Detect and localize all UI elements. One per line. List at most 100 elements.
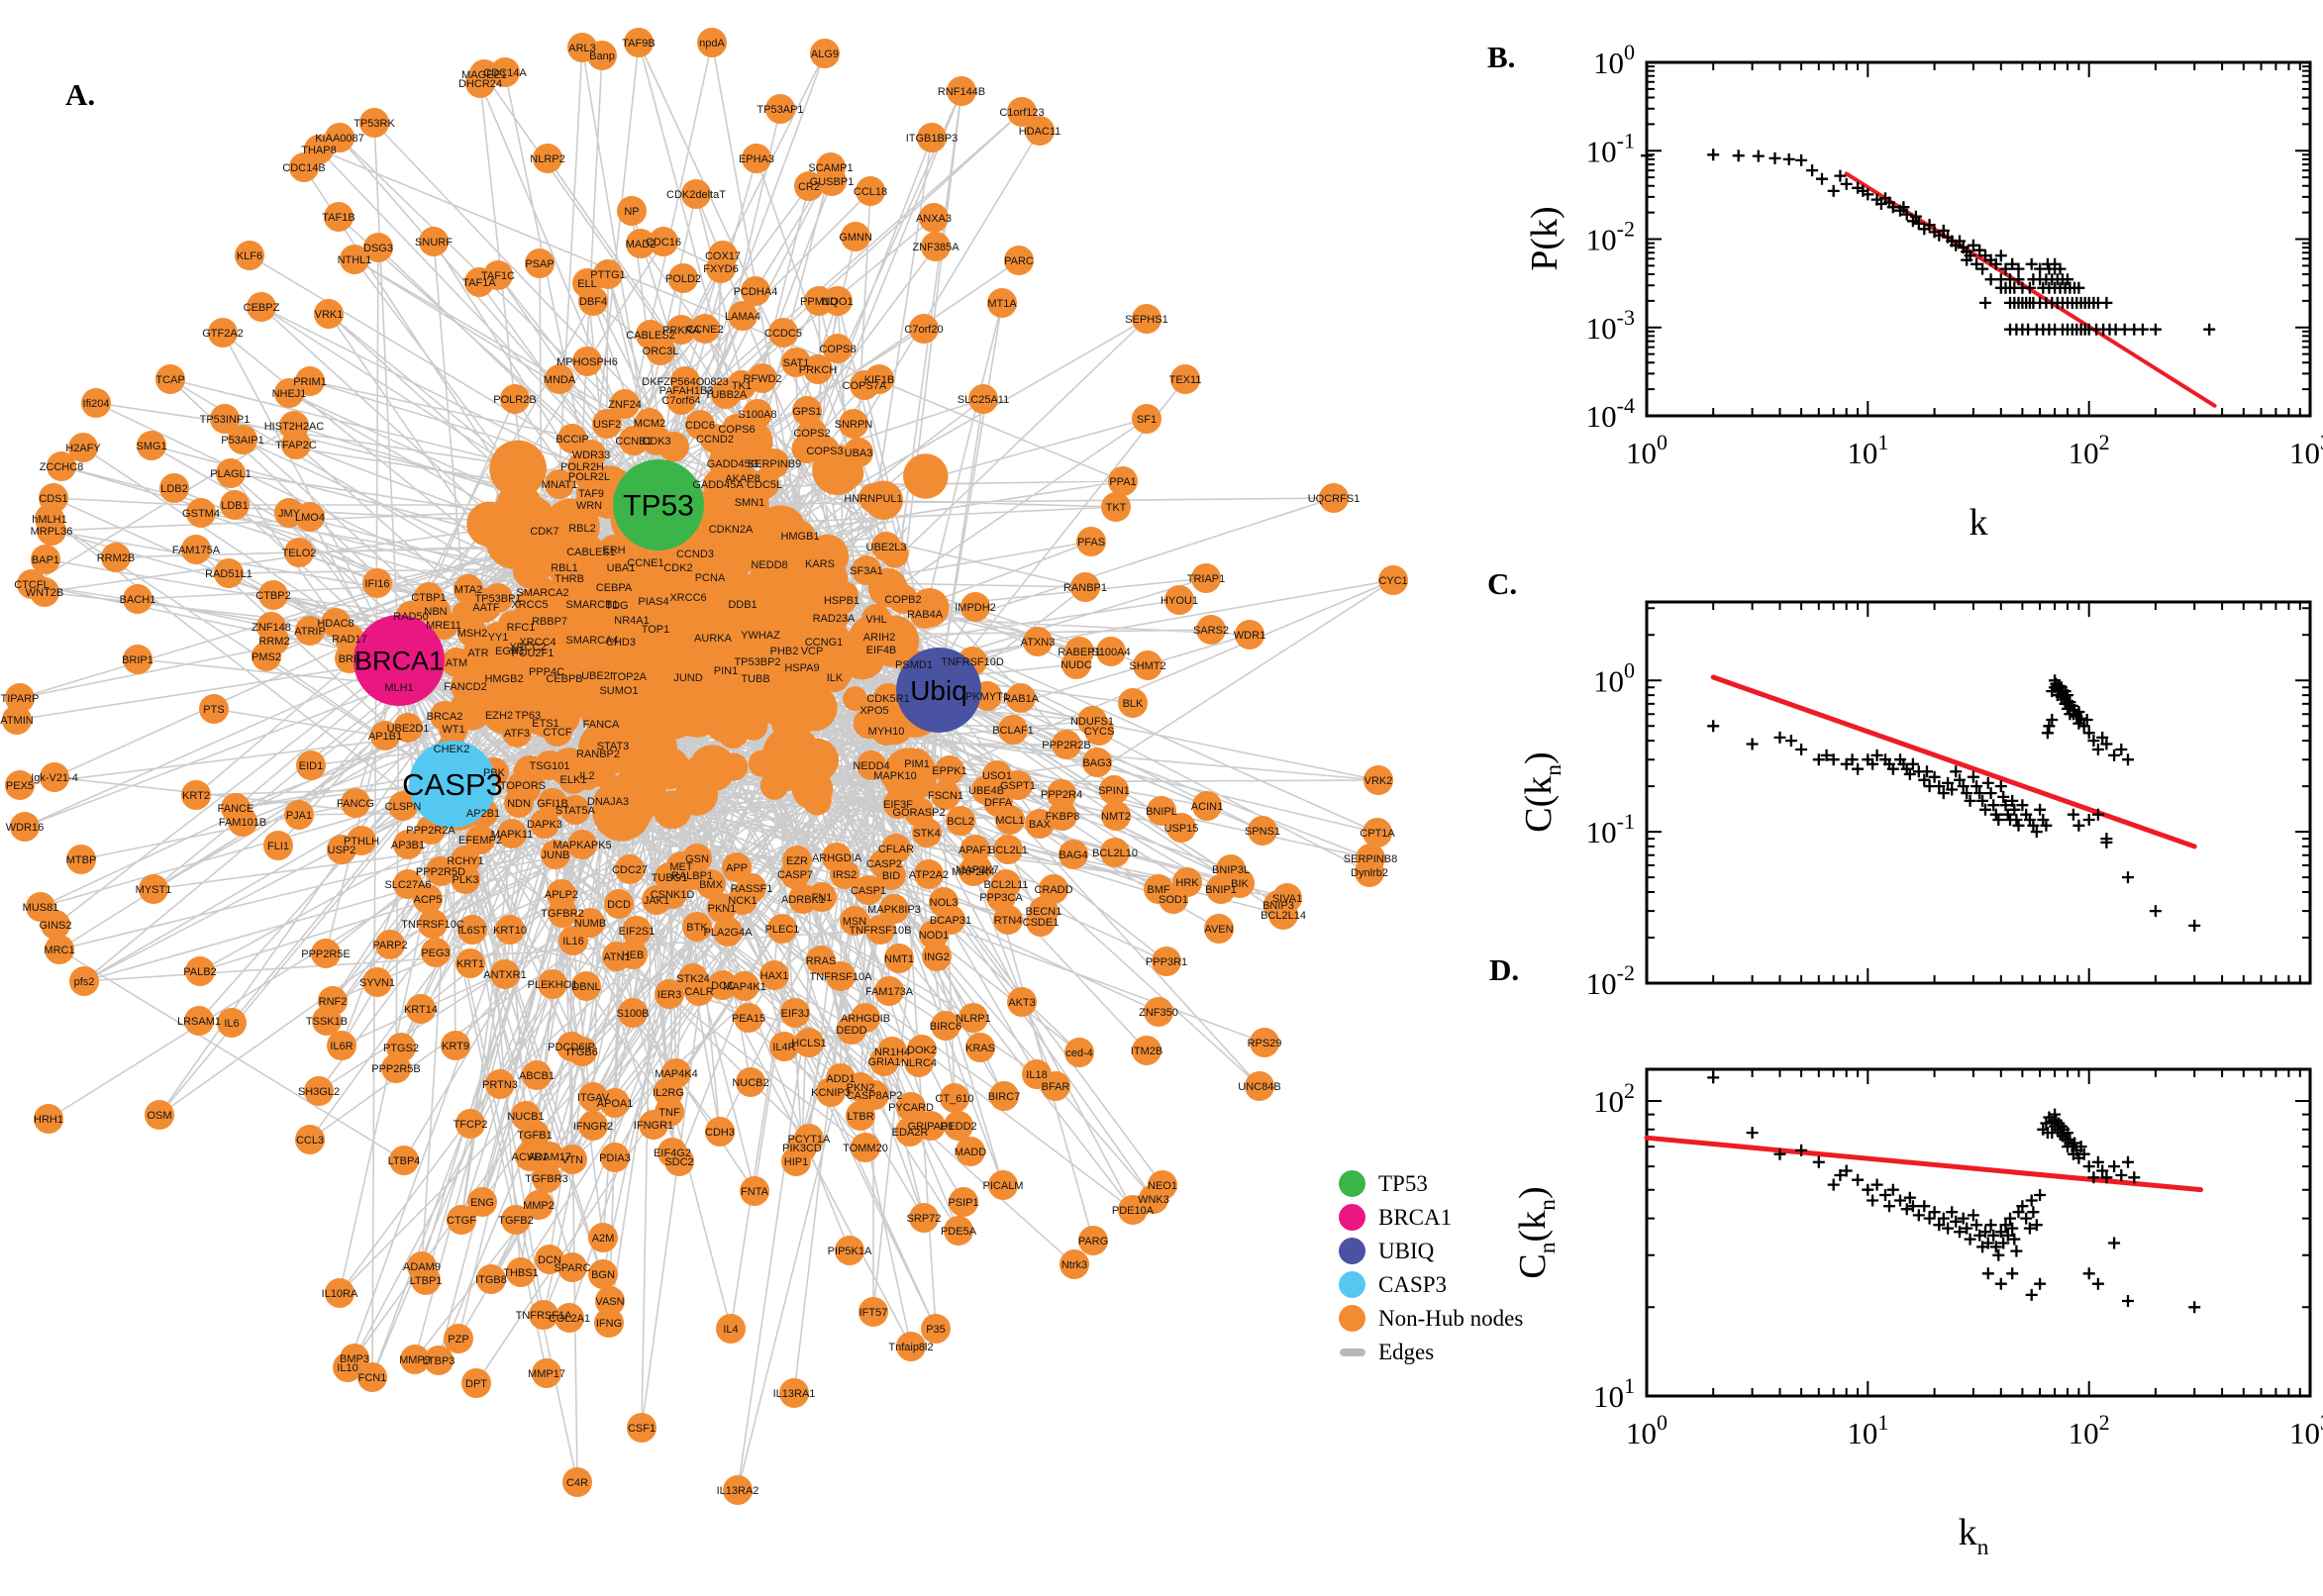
network-node	[441, 1031, 470, 1060]
network-node	[1025, 116, 1055, 146]
network-node-label: WNT2B	[26, 587, 64, 599]
network-node	[529, 1300, 558, 1330]
network-node-label: PLEKHO1	[528, 979, 578, 991]
network-node	[235, 241, 264, 270]
network-node	[535, 1245, 564, 1274]
network-node-label: CHEK2	[434, 744, 470, 755]
network-node	[736, 1067, 765, 1097]
network-node-label: ARHGDIB	[841, 1013, 890, 1025]
network-node	[501, 1205, 531, 1235]
network-node	[642, 885, 671, 915]
network-node-label: DKFZP564O0823	[642, 376, 728, 388]
network-node-label: PBK	[483, 767, 506, 779]
network-node	[530, 809, 559, 839]
network-node	[741, 276, 770, 306]
network-node	[451, 671, 480, 701]
network-node	[988, 1170, 1018, 1200]
network-node	[1108, 466, 1138, 496]
network-node-label: MPHOSPH6	[556, 356, 618, 368]
network-node-label: ATXN3	[1021, 637, 1056, 648]
network-node-label: CABLES1	[566, 547, 616, 558]
network-node-label: PEG3	[421, 948, 450, 959]
fit-line	[1644, 1135, 2203, 1193]
network-node-label: RAD51L1	[205, 568, 252, 580]
network-node	[31, 545, 60, 574]
network-node	[1235, 620, 1264, 649]
network-node-label: PSIP1	[948, 1197, 978, 1209]
network-node-label: GORASP2	[892, 807, 945, 819]
network-node	[960, 835, 990, 864]
network-node	[525, 249, 555, 278]
network-node	[850, 370, 879, 400]
network-node-label: JMY	[278, 508, 301, 520]
network-node	[5, 770, 35, 800]
network-node-label: PCYT1A	[788, 1134, 831, 1146]
network-node-label: UBE4B	[968, 785, 1004, 797]
network-node	[819, 603, 849, 633]
network-node-label: NR4A1	[614, 615, 649, 627]
network-node-label: CDC6	[685, 420, 715, 432]
network-node	[381, 1053, 411, 1083]
network-node	[681, 179, 711, 209]
network-node-label: TNFRSF10C	[401, 919, 464, 931]
network-node	[1096, 637, 1126, 666]
network-node-label: TP53BP2	[734, 656, 780, 668]
network-node	[1164, 585, 1194, 615]
axis-ticks	[1646, 61, 2311, 417]
network-node-label: C1orf123	[999, 107, 1044, 119]
network-node	[500, 384, 530, 414]
network-node	[393, 713, 423, 743]
network-node-label: CDK2deltaT	[666, 189, 726, 201]
network-node-label: SMARCA2	[516, 587, 568, 599]
network-node	[698, 623, 728, 652]
network-node	[413, 884, 443, 914]
network-node	[874, 976, 904, 1006]
network-node	[442, 648, 471, 677]
network-node-label: IL10	[337, 1362, 357, 1374]
network-node	[123, 584, 152, 614]
network-node-label: IL10RA	[322, 1288, 358, 1300]
network-node-label: TFAP2C	[275, 440, 317, 451]
legend-item-ubiq: UBIQ	[1339, 1238, 1523, 1264]
network-node	[810, 39, 840, 68]
network-node-label: KRT1	[456, 958, 484, 970]
network-node	[467, 1187, 497, 1217]
network-node-label: EFEMP2	[458, 835, 502, 847]
network-node-label: PARC	[1004, 255, 1034, 267]
network-node-label: XRCC4	[519, 637, 556, 648]
network-node	[730, 971, 759, 1001]
network-node	[1007, 97, 1037, 127]
network-node-label: TGFBR2	[541, 908, 583, 920]
network-node	[538, 969, 567, 999]
network-node-label: PLAGL1	[210, 468, 252, 480]
network-node-label: SERPINB9	[748, 458, 801, 470]
network-node-label: DCN	[538, 1254, 561, 1266]
network-node	[411, 1265, 441, 1295]
network-node	[311, 939, 341, 968]
network-node	[1159, 884, 1188, 914]
network-node-label: KARS	[805, 558, 835, 570]
network-node-label: S100B	[616, 1008, 649, 1020]
network-node-label: COPS8	[819, 344, 856, 355]
network-node	[543, 717, 572, 747]
network-node-label: UBA1	[607, 562, 636, 574]
network-node-label: MYST1	[136, 884, 172, 896]
network-node-label: PAFAH1B3	[659, 385, 714, 397]
network-node-label: SEPHS1	[1125, 314, 1167, 326]
network-node-label: NLRP1	[956, 1013, 990, 1025]
network-node-label: TOPORS	[500, 780, 546, 792]
network-node-label: TSSK1B	[306, 1016, 348, 1028]
network-node-label: BFAR	[1042, 1081, 1070, 1093]
network-node	[560, 795, 590, 825]
network-node-label: PRKRA	[662, 325, 701, 337]
network-node	[523, 627, 553, 656]
network-node-label: PTHLH	[344, 836, 379, 848]
network-node-label: LTBR	[847, 1111, 873, 1123]
network-node	[857, 750, 886, 780]
network-node-label: AP2B1	[466, 808, 500, 820]
network-node-label: COX17	[705, 250, 741, 262]
network-node-label: BMP3	[340, 1353, 369, 1365]
network-node-label: ANXA3	[916, 213, 952, 225]
